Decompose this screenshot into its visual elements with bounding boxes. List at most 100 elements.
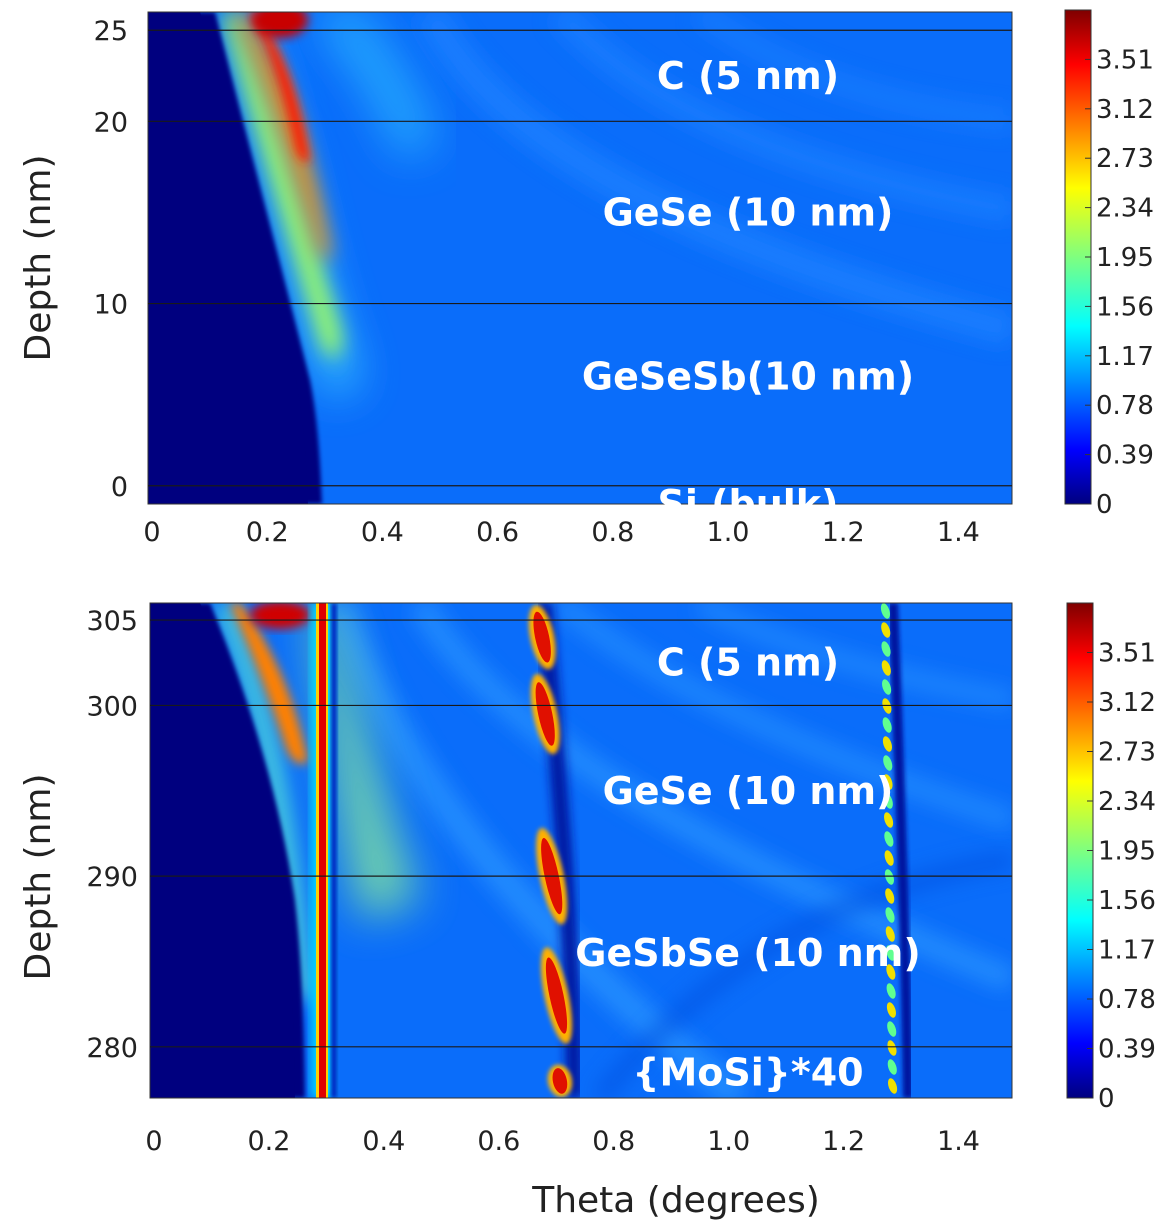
x-tick-labels-bottom: 0 0.2 0.4 0.6 0.8 1.0 1.2 1.4 — [145, 1126, 980, 1157]
colorbar-tick-label: 1.56 — [1098, 886, 1156, 916]
layer-label: GeSe (10 nm) — [603, 769, 894, 813]
layer-label: GeSeSb(10 nm) — [582, 354, 914, 398]
x-tick-label: 0.8 — [591, 517, 634, 548]
bragg-peak-segment — [882, 679, 892, 695]
colorbar-tick-label: 1.17 — [1098, 936, 1156, 966]
bragg-peak-segment — [886, 983, 896, 999]
bragg-peak-segment — [883, 774, 893, 790]
colorbar-tick-label: 3.51 — [1096, 45, 1154, 75]
bragg-peak-segment — [887, 1021, 897, 1037]
x-tick-label: 1.0 — [707, 517, 750, 548]
bragg-peak-segment — [882, 736, 892, 752]
colorbar-tick-label: 0 — [1096, 490, 1113, 520]
y-tick-label: 0 — [111, 472, 128, 503]
x-tick-label: 0.4 — [361, 517, 404, 548]
bragg-peak-segment — [883, 793, 893, 809]
bragg-peak-segment — [885, 926, 895, 942]
bragg-peak-segment — [884, 869, 894, 885]
y-tick-label: 305 — [86, 606, 138, 637]
layer-label: GeSe (10 nm) — [603, 190, 894, 234]
x-axis-label-bottom: Theta (degrees) — [531, 1180, 820, 1221]
bragg-peak-segment — [883, 755, 893, 771]
heatmap-top: C (5 nm) GeSe (10 nm) GeSeSb(10 nm) Si (bul… — [18, 9, 1154, 548]
heatmap-bottom: C (5 nm) GeSe (10 nm) GeSbSe (10 nm) {MoSi}… — [18, 602, 1156, 1221]
bragg-peak-segment — [884, 831, 894, 847]
bragg-peak-segment — [881, 660, 891, 676]
bragg-peak-segment — [886, 964, 896, 980]
bragg-peak-segment — [880, 603, 890, 619]
layer-labels-bottom: C (5 nm) GeSe (10 nm) GeSbSe (10 nm) {MoSi}… — [575, 641, 920, 1095]
bragg-peak-3 — [880, 603, 898, 1094]
y-tick-label: 20 — [94, 107, 128, 138]
bragg-peak-segment — [885, 907, 895, 923]
bragg-peak-segment — [887, 1059, 897, 1075]
bragg-peak-segment — [886, 945, 896, 961]
colorbar-top: 3.51 3.12 2.73 2.34 1.95 1.56 1.17 0.78 0.39 0 — [1064, 9, 1154, 520]
layer-label: Si (bulk) — [658, 482, 839, 526]
x-tick-label: 0.4 — [362, 1126, 405, 1157]
colorbar-tick-label: 1.95 — [1096, 243, 1154, 273]
x-tick-label: 0.2 — [246, 517, 289, 548]
x-tick-label: 0.6 — [476, 517, 519, 548]
bragg-peak-segment — [888, 1078, 898, 1094]
layer-label: GeSbSe (10 nm) — [575, 931, 920, 975]
x-tick-label: 1.0 — [707, 1126, 750, 1157]
colorbar-tick-label: 0 — [1098, 1084, 1115, 1114]
colorbar-tick-label: 3.12 — [1096, 95, 1154, 125]
bragg-peak-segment — [881, 622, 891, 638]
colorbar-tick-label: 1.56 — [1096, 292, 1154, 322]
y-axis-label-bottom: Depth (nm) — [18, 773, 59, 980]
colorbar-tick-label: 2.34 — [1098, 787, 1156, 817]
bragg-peak-segment — [886, 1002, 896, 1018]
x-tick-label: 0 — [143, 517, 160, 548]
x-tick-label: 1.4 — [937, 1126, 980, 1157]
layer-label: {MoSi}*40 — [632, 1050, 863, 1094]
bragg-peak-segment — [881, 641, 891, 657]
layer-label: C (5 nm) — [657, 54, 839, 98]
heatmap-bottom-image — [150, 603, 1012, 1098]
bragg-peak-core — [552, 1068, 568, 1094]
colorbar-tick-label: 1.95 — [1098, 837, 1156, 867]
x-tick-label: 0 — [145, 1126, 162, 1157]
x-tick-label: 0.8 — [592, 1126, 635, 1157]
y-axis-label-top: Depth (nm) — [18, 154, 59, 361]
layer-boundaries-bottom — [150, 619, 1012, 1048]
colorbar-tick-label: 2.73 — [1096, 144, 1154, 174]
bragg-peak-segment — [882, 717, 892, 733]
layer-boundaries-top — [148, 29, 1012, 487]
bragg-peak-segment — [887, 1040, 897, 1056]
layer-labels-top: C (5 nm) GeSe (10 nm) GeSeSb(10 nm) Si (bul… — [582, 54, 914, 526]
y-tick-label: 300 — [86, 691, 138, 722]
heatmap-top-image — [148, 12, 1012, 504]
bragg-peak-core — [533, 611, 551, 663]
bragg-peak-segment — [884, 850, 894, 866]
x-tick-label: 1.4 — [937, 517, 980, 548]
x-tick-label: 0.2 — [247, 1126, 290, 1157]
colorbar-tick-label: 0.78 — [1098, 985, 1156, 1015]
colorbar-tick-label: 1.17 — [1096, 342, 1154, 372]
y-tick-labels-top: 0 10 20 25 — [94, 16, 128, 503]
x-tick-labels-top: 0 0.2 0.4 0.6 0.8 1.0 1.2 1.4 — [143, 517, 979, 548]
x-tick-label: 1.2 — [822, 517, 865, 548]
y-tick-label: 280 — [86, 1033, 138, 1064]
bragg-peak-segment — [884, 812, 894, 828]
y-tick-label: 25 — [94, 16, 128, 47]
colorbar-tick-label: 0.78 — [1096, 391, 1154, 421]
x-tick-label: 0.6 — [477, 1126, 520, 1157]
y-tick-labels-bottom: 280 290 300 305 — [86, 606, 138, 1064]
colorbar-tick-label: 0.39 — [1096, 441, 1154, 471]
bragg-peak-core — [535, 682, 555, 746]
y-tick-label: 290 — [86, 862, 138, 893]
colorbar-tick-label: 2.73 — [1098, 738, 1156, 768]
x-tick-label: 1.2 — [822, 1126, 865, 1157]
layer-label: C (5 nm) — [657, 641, 839, 685]
colorbar-tick-label: 0.39 — [1098, 1035, 1156, 1065]
colorbar-tick-label: 3.51 — [1098, 639, 1156, 669]
colorbar-bottom: 3.51 3.12 2.73 2.34 1.95 1.56 1.17 0.78 0.39 0 — [1066, 602, 1156, 1114]
colorbar-tick-label: 3.12 — [1098, 688, 1156, 718]
colorbar-tick-label: 2.34 — [1096, 194, 1154, 224]
bragg-peak-core — [545, 957, 568, 1034]
y-tick-label: 10 — [94, 290, 128, 321]
bragg-peak-segment — [885, 888, 895, 904]
